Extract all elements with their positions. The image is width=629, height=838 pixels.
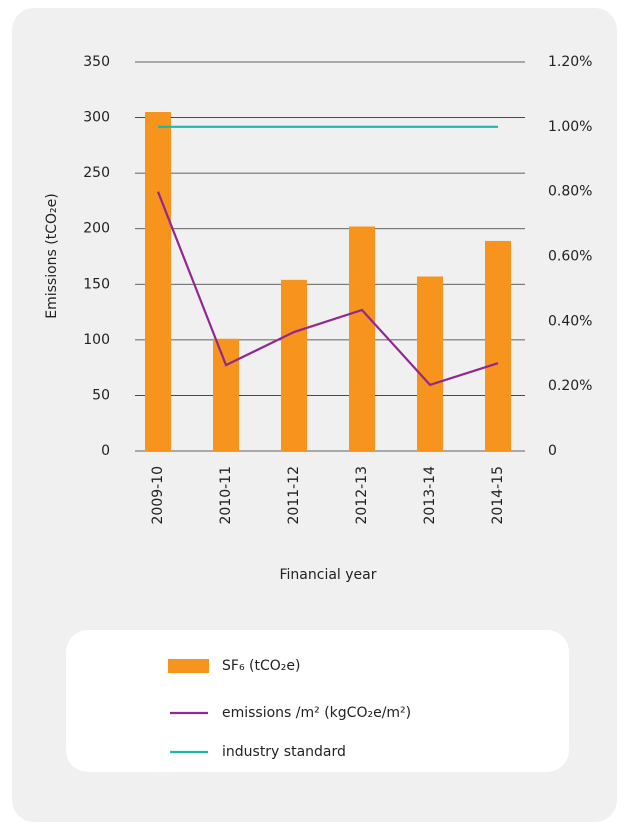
x-tick-label: 2013-14 [422, 466, 438, 525]
y-tick-label: 0 [101, 443, 110, 459]
y2-tick-label: 0 [548, 443, 557, 459]
legend-label: industry standard [222, 744, 346, 760]
y-tick-label: 100 [83, 332, 110, 348]
y-tick-label: 200 [83, 221, 110, 237]
y2-tick-label: 1.20% [548, 54, 592, 70]
legend-swatch [168, 659, 209, 673]
bar [145, 112, 171, 451]
y-axis-label: Emissions (tCO₂e) [44, 193, 60, 318]
x-tick-label: 2009-10 [150, 466, 166, 525]
y2-tick-label: 0.60% [548, 249, 592, 265]
bar [213, 338, 239, 451]
y2-tick-label: 0.20% [548, 378, 592, 394]
y-tick-label: 300 [83, 110, 110, 126]
x-tick-label: 2011-12 [286, 466, 302, 525]
bar [281, 279, 307, 451]
x-tick-label: 2010-11 [218, 466, 234, 525]
x-tick-label: 2014-15 [490, 466, 506, 525]
legend-label: emissions /m² (kgCO₂e/m²) [222, 705, 411, 721]
x-tick-label: 2012-13 [354, 466, 370, 525]
x-axis-label: Financial year [280, 567, 377, 583]
bar [349, 226, 375, 451]
legend-label: SF₆ (tCO₂e) [222, 658, 300, 674]
bar [485, 240, 511, 451]
bar [417, 276, 443, 451]
y-tick-label: 50 [92, 387, 110, 403]
y2-tick-label: 0.40% [548, 313, 592, 329]
y-tick-label: 150 [83, 276, 110, 292]
line-series [156, 191, 499, 387]
y-tick-label: 350 [83, 54, 110, 70]
y-tick-label: 250 [83, 165, 110, 181]
y2-tick-label: 1.00% [548, 119, 592, 135]
y2-tick-label: 0.80% [548, 184, 592, 200]
